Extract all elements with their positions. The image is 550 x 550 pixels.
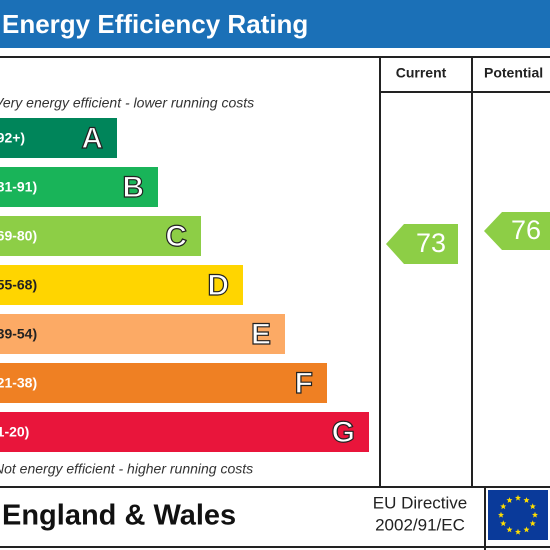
flag-star <box>498 511 504 518</box>
band-letter: A <box>81 122 103 155</box>
directive: 2002/91/EC <box>375 515 465 534</box>
band-letter: G <box>332 416 355 449</box>
top-note: Very energy efficient - lower running co… <box>0 95 254 111</box>
band-bar <box>0 265 243 305</box>
flag-star <box>515 494 521 501</box>
flag-star <box>523 526 530 533</box>
rating-value: 76 <box>511 215 541 245</box>
band-range: (92+) <box>0 130 25 146</box>
band-letter: C <box>165 220 187 253</box>
band-range: (81-91) <box>0 179 37 195</box>
flag-star <box>500 503 507 510</box>
band-letter: B <box>122 171 144 204</box>
frame <box>0 56 550 548</box>
band-bar <box>0 412 369 452</box>
band-range: (39-54) <box>0 326 37 342</box>
region: England & Wales <box>2 500 236 532</box>
band-letter: D <box>207 269 229 302</box>
directive: EU Directive <box>373 493 467 512</box>
flag-star <box>523 497 530 503</box>
band-bar <box>0 167 158 207</box>
rating-value: 73 <box>416 228 446 258</box>
band-range: (69-80) <box>0 228 37 244</box>
flag-star <box>506 497 513 503</box>
rating-arrow <box>484 212 550 250</box>
band-bar <box>0 216 201 256</box>
band-bar <box>0 118 117 158</box>
title: Energy Efficiency Rating <box>2 9 308 39</box>
flag-star <box>532 511 538 518</box>
band-letter: F <box>295 367 313 400</box>
flag-star <box>506 526 513 533</box>
flag-stars <box>498 494 538 535</box>
band-range: (21-38) <box>0 375 37 391</box>
flag-star <box>515 528 521 535</box>
rating-arrow <box>386 224 458 264</box>
title-bar <box>0 0 550 48</box>
column-header: Potential <box>484 65 543 81</box>
band-letter: E <box>251 318 271 351</box>
flag-star <box>529 503 536 510</box>
flag-star <box>500 520 507 527</box>
band-bar <box>0 363 327 403</box>
band-bar <box>0 314 285 354</box>
bottom-note: Not energy efficient - higher running co… <box>0 461 253 477</box>
flag-star <box>529 520 536 527</box>
band-range: (1-20) <box>0 424 29 440</box>
band-range: (55-68) <box>0 277 37 293</box>
column-header: Current <box>396 65 447 81</box>
bands: (92+) A (81-91) B (69-80) C (55-68) D (39-54) E (2… <box>0 118 369 452</box>
